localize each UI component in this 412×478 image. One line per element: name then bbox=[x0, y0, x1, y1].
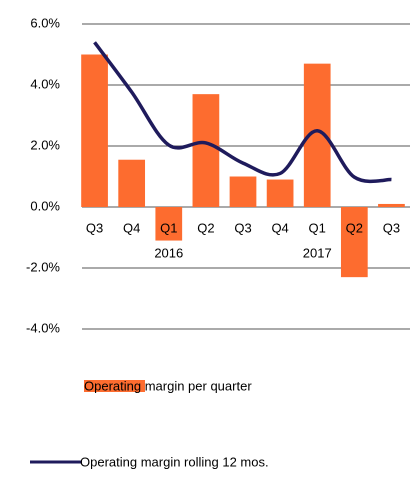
x-tick-label: Q2 bbox=[197, 220, 214, 235]
x-tick-label: Q2 bbox=[346, 220, 363, 235]
x-tick-label: Q1 bbox=[160, 220, 177, 235]
x-tick-label: Q3 bbox=[234, 220, 251, 235]
legend-swatch bbox=[84, 380, 145, 392]
y-tick-label: 6.0% bbox=[30, 15, 60, 30]
bar bbox=[118, 159, 146, 207]
legend-label: Operating margin rolling 12 mos. bbox=[80, 454, 269, 469]
x-tick-label: Q4 bbox=[271, 220, 288, 235]
bar bbox=[81, 54, 108, 207]
legend-label: Operating margin per quarter bbox=[84, 378, 252, 393]
y-tick-label: -2.0% bbox=[26, 259, 60, 274]
y-tick-label: 2.0% bbox=[30, 137, 60, 152]
bar bbox=[378, 203, 405, 207]
bar bbox=[340, 207, 368, 278]
x-group-label: 2016 bbox=[154, 245, 183, 260]
x-group-label: 2017 bbox=[303, 245, 332, 260]
bar bbox=[155, 207, 183, 241]
bar bbox=[192, 94, 220, 207]
bar bbox=[266, 179, 294, 207]
line bbox=[93, 41, 392, 184]
x-tick-label: Q3 bbox=[86, 220, 103, 235]
x-tick-label: Q3 bbox=[383, 220, 400, 235]
bar bbox=[229, 176, 257, 207]
y-tick-label: -4.0% bbox=[26, 320, 60, 335]
y-tick-label: 0.0% bbox=[30, 198, 60, 213]
y-tick-label: 4.0% bbox=[30, 76, 60, 91]
x-tick-label: Q4 bbox=[123, 220, 140, 235]
x-tick-label: Q1 bbox=[309, 220, 326, 235]
